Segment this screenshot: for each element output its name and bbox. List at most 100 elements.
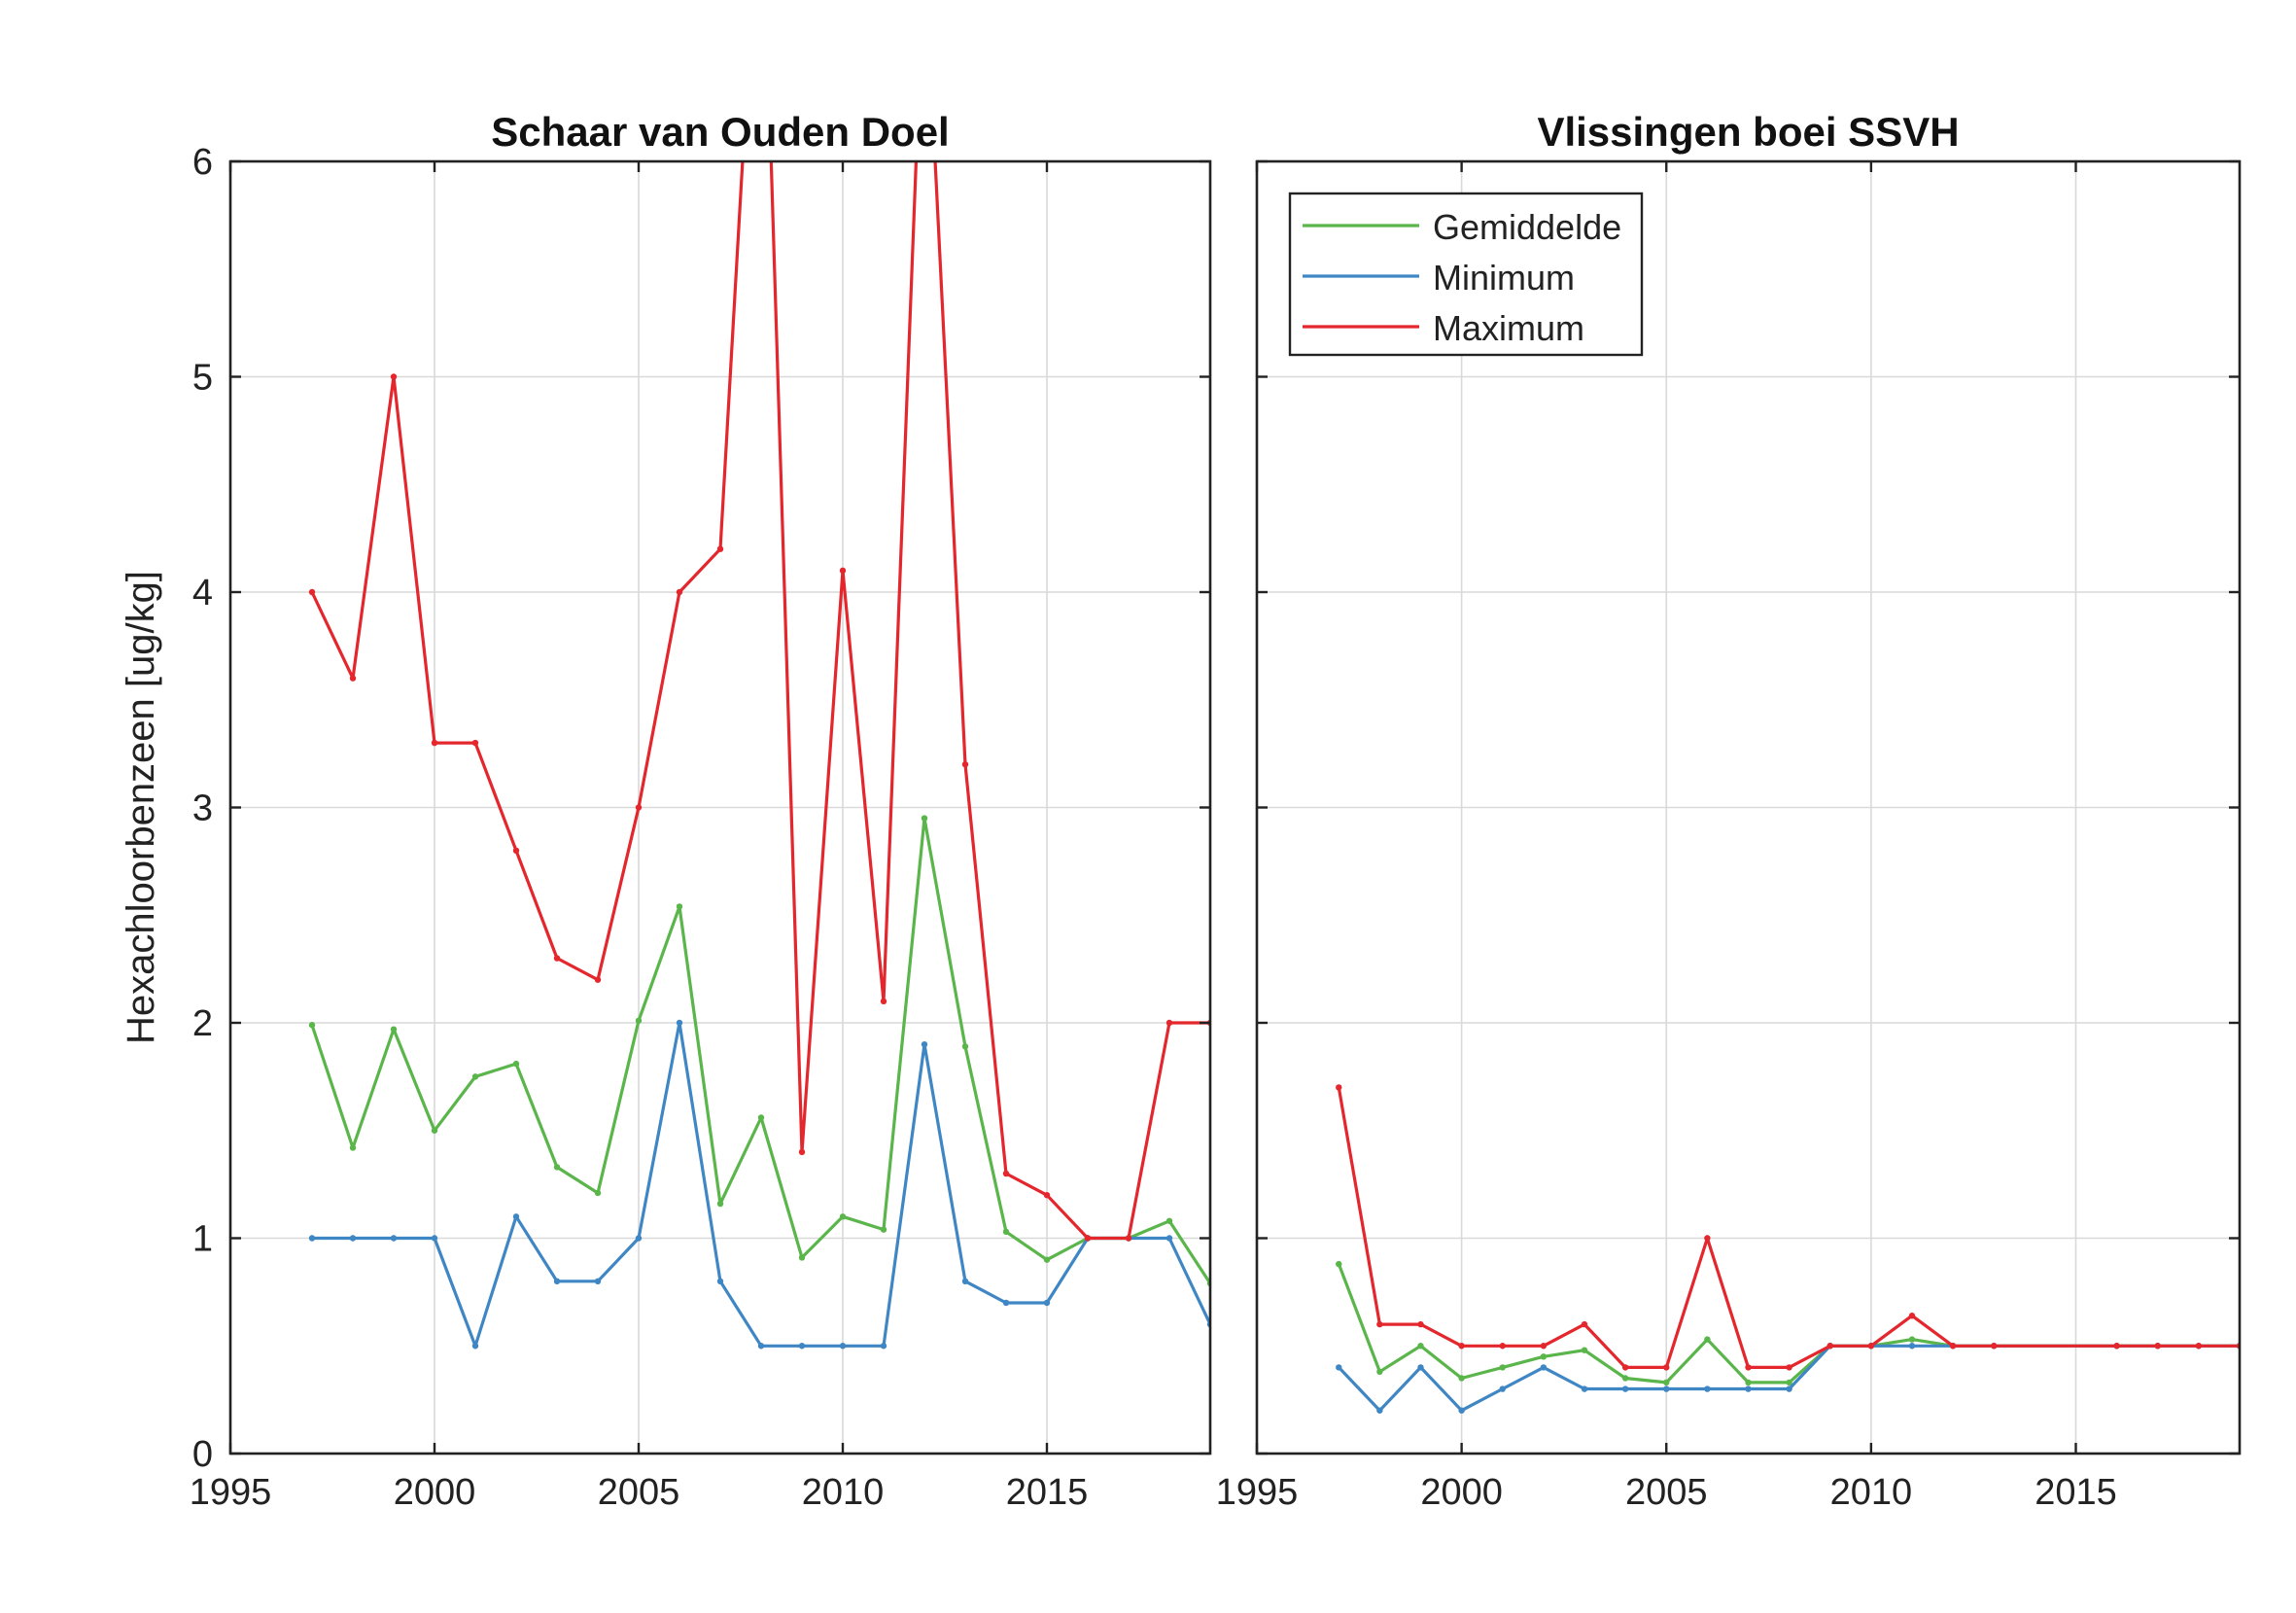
- x-tick-label: 2015: [2035, 1472, 2117, 1513]
- data-point: [1417, 1320, 1424, 1328]
- data-point: [553, 1164, 561, 1171]
- data-point: [1867, 1343, 1875, 1350]
- data-point: [308, 1235, 316, 1242]
- legend-label-minimum: Minimum: [1433, 258, 1575, 298]
- data-point: [1745, 1385, 1752, 1392]
- legend: Gemiddelde Minimum Maximum: [1288, 192, 1644, 357]
- data-point: [921, 1040, 928, 1048]
- data-point: [757, 1343, 765, 1350]
- data-point: [880, 998, 887, 1005]
- data-point: [1621, 1385, 1629, 1392]
- data-point: [1376, 1368, 1383, 1376]
- data-point: [1376, 1320, 1383, 1328]
- data-point: [594, 1189, 602, 1197]
- data-point: [880, 1343, 887, 1350]
- data-point: [471, 1343, 479, 1350]
- x-tick-label: 2005: [1625, 1472, 1708, 1513]
- data-point: [1417, 1364, 1424, 1371]
- data-point: [961, 1043, 969, 1050]
- x-tick-label: 2010: [1830, 1472, 1913, 1513]
- data-point: [1663, 1385, 1670, 1392]
- data-point: [1786, 1379, 1792, 1386]
- panel-vlissingen-boei-ssvh: 1995 2000 2005 2010 2015 Vlissingen boei SSV…: [1216, 109, 2242, 1513]
- data-point: [594, 1278, 602, 1285]
- chart-title-left: Schaar van Ouden Doel: [491, 109, 949, 155]
- data-point: [635, 1235, 643, 1242]
- data-point: [2113, 1343, 2120, 1350]
- x-tick-label: 2005: [598, 1472, 680, 1513]
- data-point: [1499, 1364, 1506, 1371]
- data-point: [308, 1022, 316, 1029]
- data-point: [839, 567, 847, 575]
- data-point: [349, 675, 357, 682]
- data-point: [1581, 1347, 1588, 1353]
- data-point: [1002, 1299, 1010, 1307]
- data-point: [1786, 1364, 1792, 1371]
- data-point: [1125, 1235, 1132, 1242]
- data-point: [1991, 1343, 1998, 1350]
- data-point: [1581, 1320, 1588, 1328]
- data-point: [880, 1226, 887, 1233]
- data-point: [1458, 1375, 1465, 1382]
- data-point: [839, 1213, 847, 1220]
- data-point: [431, 1127, 438, 1134]
- data-point: [2154, 1343, 2161, 1350]
- data-point: [1745, 1364, 1752, 1371]
- data-point: [349, 1235, 357, 1242]
- legend-label-mean: Gemiddelde: [1433, 207, 1621, 247]
- data-point: [1499, 1343, 1506, 1350]
- x-tick-label: 1995: [1216, 1472, 1299, 1513]
- data-point: [1499, 1385, 1506, 1392]
- data-point: [1949, 1343, 1957, 1350]
- data-point: [676, 1019, 683, 1027]
- tick-marks-right: [1255, 159, 2240, 1455]
- data-point: [1043, 1192, 1051, 1199]
- data-point: [1376, 1407, 1383, 1414]
- data-point: [1908, 1336, 1916, 1343]
- data-point: [1043, 1299, 1051, 1307]
- y-tick-label: 0: [192, 1434, 213, 1475]
- data-point: [431, 739, 438, 747]
- data-point: [1458, 1407, 1465, 1414]
- data-point: [1663, 1364, 1670, 1371]
- y-tick-label: 4: [192, 573, 213, 614]
- data-point: [1908, 1313, 1916, 1319]
- data-point: [798, 1343, 806, 1350]
- data-point: [512, 1060, 520, 1068]
- data-point: [553, 955, 561, 962]
- data-point: [594, 976, 602, 983]
- series-lines-right: [1336, 1084, 2240, 1414]
- x-tick-labels-left: 1995 2000 2005 2010 2015: [190, 1472, 1089, 1513]
- data-point: [1165, 1217, 1173, 1224]
- data-point: [1704, 1235, 1711, 1242]
- x-tick-label: 2000: [1420, 1472, 1503, 1513]
- data-point: [390, 373, 398, 380]
- data-point: [1704, 1336, 1711, 1343]
- data-point: [1417, 1343, 1424, 1350]
- x-tick-label: 1995: [190, 1472, 272, 1513]
- series-gemiddelde: [308, 815, 1210, 1287]
- data-point: [716, 1200, 724, 1208]
- series-line: [310, 161, 1210, 1241]
- data-point: [1540, 1364, 1548, 1371]
- data-point: [1621, 1375, 1629, 1382]
- data-point: [1002, 1228, 1010, 1236]
- series-maximum: [1336, 1084, 2240, 1371]
- y-tick-label: 2: [192, 1003, 213, 1044]
- data-point: [1704, 1385, 1711, 1392]
- data-point: [553, 1278, 561, 1285]
- data-point: [349, 1144, 357, 1151]
- tick-marks-left: [228, 159, 1210, 1455]
- data-point: [1745, 1379, 1752, 1386]
- series-lines-left: [308, 161, 1210, 1350]
- data-point: [716, 1278, 724, 1285]
- data-point: [757, 1114, 765, 1121]
- data-point: [1786, 1385, 1792, 1392]
- data-point: [716, 545, 724, 552]
- data-point: [961, 761, 969, 768]
- data-point: [1581, 1385, 1588, 1392]
- y-tick-label: 5: [192, 358, 213, 399]
- data-point: [676, 903, 683, 910]
